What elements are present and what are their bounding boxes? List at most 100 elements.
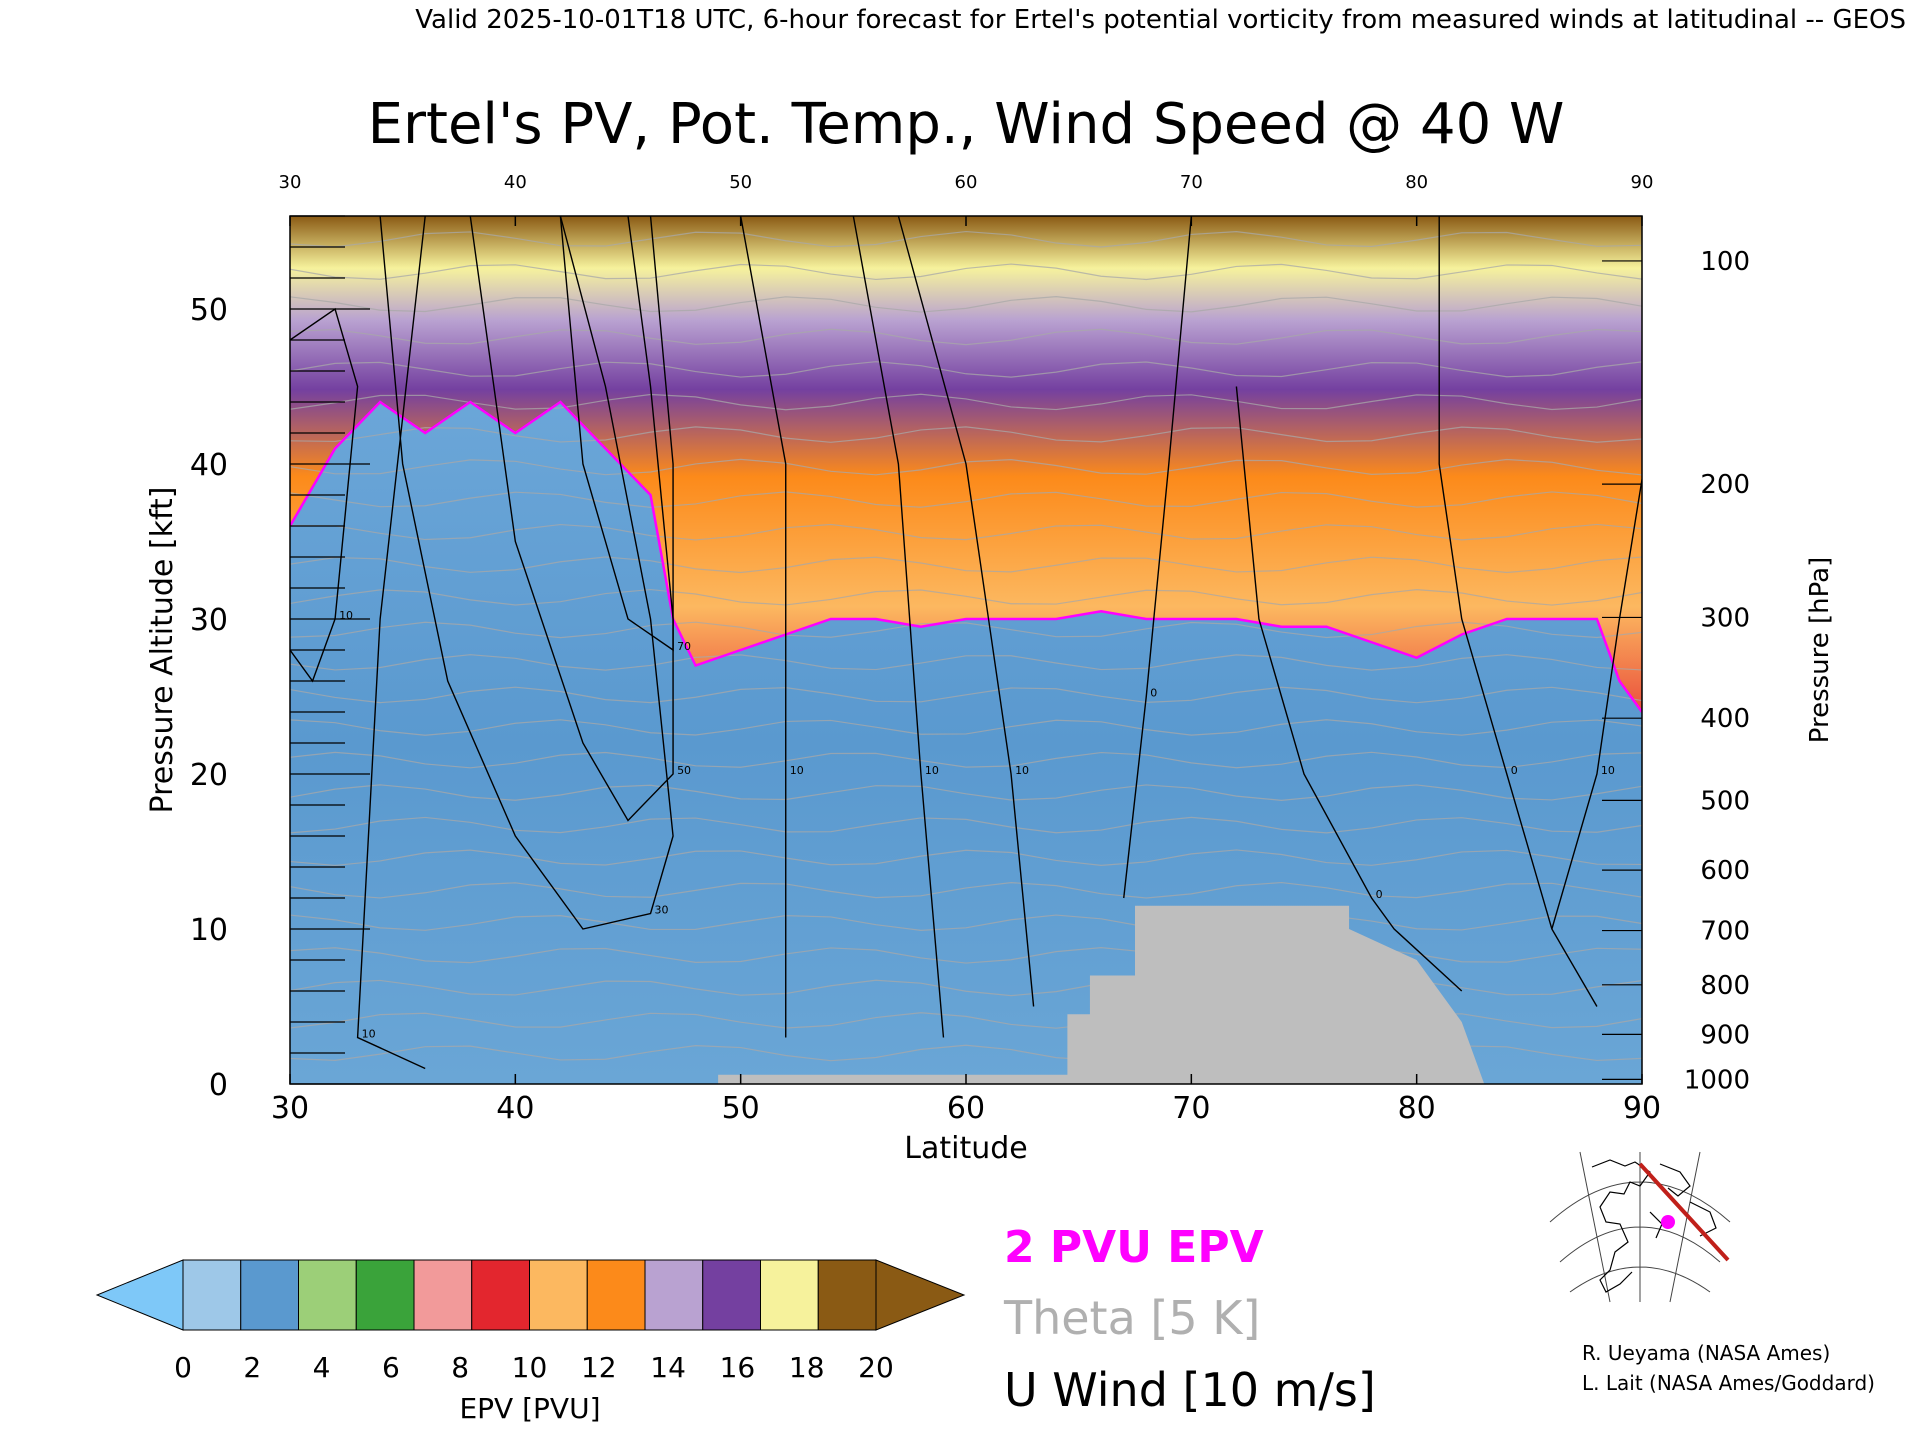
u-wind-label: 10: [1601, 764, 1615, 777]
theta-line: [290, 784, 1642, 801]
theta-line: [290, 491, 1642, 508]
colorbar-tick-label: 14: [650, 1351, 686, 1384]
x-axis-top: 30 40 50 60 70 80 90: [279, 172, 1654, 226]
u-wind-line: [739, 216, 787, 1038]
theta-line: [290, 556, 1642, 574]
theta-line: [290, 751, 1642, 769]
epv-colorbar: 0 2 4 6 8 10 12 14 16 18 20: [95, 1259, 966, 1384]
y-tick-label: 30: [190, 603, 228, 638]
legend-theta: Theta [5 K]: [1003, 1291, 1260, 1345]
pressure-tick-label: 500: [1700, 786, 1750, 816]
colorbar-tick-label: 20: [858, 1351, 894, 1384]
x-tick-label: 40: [496, 1091, 534, 1126]
colorbar-segment: [817, 1259, 877, 1331]
x-top-tick-label: 50: [729, 172, 752, 193]
y-tick-label: 10: [190, 913, 228, 948]
map-coastlines: [1591, 1159, 1717, 1293]
y-axis-left: 0 10 20 30 40 50: [190, 215, 370, 1103]
pressure-tick-label: 1000: [1684, 1065, 1750, 1095]
theta-line: [290, 361, 1642, 378]
u-wind-line: [469, 216, 674, 822]
colorbar-segment: [529, 1259, 588, 1331]
y-tick-label: 0: [209, 1068, 228, 1103]
x-top-tick-label: 40: [504, 172, 527, 193]
locator-map: [1540, 1151, 1740, 1303]
plot-area: 30 50 70 10 10 10 10 10 0 0 0 10: [290, 216, 1642, 1084]
u-wind-line: [379, 216, 674, 930]
theta-line: [290, 719, 1642, 736]
u-wind-line: [356, 216, 426, 1070]
pressure-tick-label: 900: [1700, 1020, 1750, 1050]
tropopause-2pvu-line: [290, 400, 1642, 713]
pressure-tick-label: 600: [1700, 856, 1750, 886]
x-tick-label: 80: [1398, 1091, 1436, 1126]
theta-line: [290, 426, 1642, 443]
colorbar-segment: [586, 1259, 646, 1331]
credit-1: R. Ueyama (NASA Ames): [1582, 1341, 1830, 1365]
theta-line: [290, 523, 1642, 541]
theta-line: [290, 686, 1642, 704]
colorbar-segment: [240, 1259, 299, 1331]
legend-2pvu: 2 PVU EPV: [1004, 1222, 1264, 1273]
u-wind-label: 10: [790, 764, 804, 777]
colorbar-segment: [471, 1259, 530, 1331]
colorbar-tick-label: 12: [581, 1351, 617, 1384]
colorbar-over-arrow: [875, 1259, 966, 1331]
colorbar-label: EPV [PVU]: [459, 1392, 600, 1425]
u-wind-label: 10: [1015, 764, 1029, 777]
theta-line: [290, 816, 1642, 834]
u-wind-label: 30: [655, 904, 669, 917]
u-wind-line: [290, 307, 359, 683]
theta-line: [290, 881, 1642, 899]
colorbar-segment: [355, 1259, 415, 1331]
x-top-tick-label: 30: [279, 172, 302, 193]
colorbar-tick-label: 0: [174, 1351, 192, 1384]
y-tick-label: 20: [190, 758, 228, 793]
x-top-tick-label: 90: [1631, 172, 1654, 193]
terrain-mask: [718, 905, 1642, 1084]
colorbar-tick-label: 2: [243, 1351, 261, 1384]
theta-line: [290, 947, 1642, 964]
location-marker: [1661, 1215, 1675, 1229]
u-wind-label: 50: [677, 764, 691, 777]
colorbar-segment: [298, 1259, 357, 1331]
legend-uwind: U Wind [10 m/s]: [1004, 1363, 1376, 1417]
colorbar-tick-label: 6: [382, 1351, 400, 1384]
theta-line: [290, 588, 1642, 606]
x-tick-label: 90: [1623, 1091, 1661, 1126]
colorbar-segment: [760, 1259, 819, 1331]
x-tick-label: 70: [1172, 1091, 1210, 1126]
pressure-tick-label: 100: [1700, 247, 1750, 277]
colorbar-segment: [702, 1259, 761, 1331]
y2-axis-label: Pressure [hPa]: [1805, 557, 1835, 744]
theta-line: [290, 849, 1642, 867]
y-tick-label: 50: [190, 293, 228, 328]
u-wind-line: [559, 216, 674, 652]
u-wind-line: [1438, 216, 1598, 1007]
map-grid: [1549, 1151, 1731, 1303]
x-top-tick-label: 60: [955, 172, 978, 193]
u-wind-line: [852, 216, 945, 1038]
theta-line: [290, 654, 1642, 671]
x-top-tick-label: 70: [1180, 172, 1203, 193]
colorbar-tick-label: 8: [451, 1351, 469, 1384]
u-wind-contours: 30 50 70 10 10 10 10 10 0 0 0 10: [290, 216, 1642, 1070]
u-wind-line: [1235, 386, 1463, 992]
pressure-tick-label: 300: [1700, 603, 1750, 633]
theta-line: [290, 914, 1642, 932]
theta-line: [290, 393, 1642, 411]
y-axis-label: Pressure Altitude [kft]: [145, 487, 180, 814]
theta-line: [290, 263, 1642, 281]
colorbar-under-arrow: [95, 1259, 184, 1331]
u-wind-label: 0: [1376, 888, 1383, 901]
x-tick-label: 30: [271, 1091, 309, 1126]
colorbar-segment: [182, 1259, 242, 1331]
u-wind-label: 10: [362, 1028, 376, 1041]
theta-line: [290, 328, 1642, 346]
theta-line: [290, 230, 1642, 248]
header-text: Valid 2025-10-01T18 UTC, 6-hour forecast…: [415, 5, 1906, 35]
x-axis-label: Latitude: [904, 1131, 1027, 1166]
x-tick-label: 60: [947, 1091, 985, 1126]
u-wind-label: 0: [1150, 687, 1157, 700]
